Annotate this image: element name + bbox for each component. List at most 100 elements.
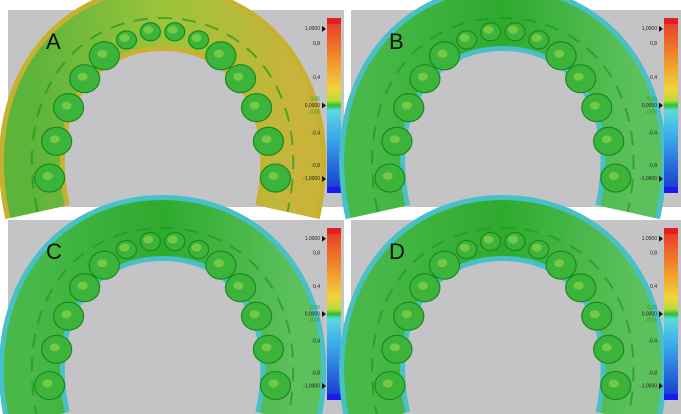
tooth-highlight <box>383 172 393 180</box>
colorbar-bottom <box>664 187 678 193</box>
scale-label: -1,0000 <box>640 383 657 389</box>
scale-label: 1,0000 <box>642 26 658 32</box>
scale-label: 0,05 <box>647 96 657 102</box>
scale-label: 0,8 <box>650 41 657 47</box>
tooth-highlight <box>609 172 619 180</box>
scale-label: -1,0000 <box>303 383 320 389</box>
tooth-highlight <box>261 343 271 351</box>
figure: A1,00000,80,40,050,0000-0,05-0,4-0,8-1,0… <box>0 0 681 414</box>
tooth-highlight <box>97 50 107 58</box>
tooth-highlight <box>78 73 88 81</box>
tooth-highlight <box>402 102 412 110</box>
scale-label: -0,05 <box>646 318 658 324</box>
colorbar <box>664 24 678 187</box>
tooth-highlight <box>233 73 243 81</box>
tooth-highlight <box>168 236 178 244</box>
panel-label: D <box>389 239 405 264</box>
tooth-highlight <box>97 259 107 267</box>
tooth-highlight <box>532 244 542 252</box>
panel-label: C <box>46 239 62 264</box>
colorbar-top <box>664 18 678 24</box>
tooth-highlight <box>508 26 518 34</box>
tooth-highlight <box>233 282 243 290</box>
tooth-highlight <box>214 50 224 58</box>
tooth-highlight <box>119 34 129 42</box>
scale-label: -0,4 <box>648 339 657 345</box>
tooth-highlight <box>62 310 72 318</box>
scale-label: -0,8 <box>311 163 320 169</box>
scale-label: 0,0000 <box>305 103 321 109</box>
scale-label: 0,05 <box>310 96 320 102</box>
scale-label: 0,05 <box>647 305 657 311</box>
tooth-highlight <box>402 310 412 318</box>
tooth-highlight <box>383 380 393 388</box>
scale-label: -0,05 <box>309 318 321 324</box>
tooth-highlight <box>484 236 494 244</box>
colorbar <box>327 24 341 187</box>
scale-label: -0,8 <box>648 163 657 169</box>
tooth-highlight <box>50 135 60 143</box>
page: A1,00000,80,40,050,0000-0,05-0,4-0,8-1,0… <box>0 0 681 414</box>
tooth-highlight <box>43 380 53 388</box>
tooth-highlight <box>168 26 178 34</box>
tooth-highlight <box>250 102 260 110</box>
tooth-highlight <box>269 172 279 180</box>
panel: D 1,0000 0,8 0,4 0,050,0000-0,05 -0,4 -0,8 -1,0… <box>351 220 681 414</box>
scale-label: -1,0000 <box>640 176 657 182</box>
tooth-highlight <box>437 50 447 58</box>
scale-label: 0,05 <box>310 305 320 311</box>
scale-label: 0,0000 <box>642 103 658 109</box>
scale-label: -0,4 <box>311 131 320 137</box>
tooth-highlight <box>460 244 470 252</box>
tooth-highlight <box>50 343 60 351</box>
tooth-highlight <box>609 380 619 388</box>
scale-label: -0,05 <box>309 109 321 115</box>
panel-label: A <box>46 29 61 54</box>
scale-label: -0,4 <box>648 131 657 137</box>
scale-label: 0,8 <box>650 251 657 257</box>
tooth-highlight <box>437 259 447 267</box>
tooth-highlight <box>214 259 224 267</box>
colorbar-top <box>327 228 341 234</box>
tooth-highlight <box>418 282 428 290</box>
scale-label: 1,0000 <box>642 236 658 242</box>
tooth-highlight <box>484 26 494 34</box>
colorbar-top <box>327 18 341 24</box>
panel-label: B <box>389 29 404 54</box>
tooth-highlight <box>250 310 260 318</box>
colorbar <box>664 234 678 394</box>
tooth-highlight <box>574 73 584 81</box>
scale-label: -1,0000 <box>303 176 320 182</box>
colorbar-top <box>664 228 678 234</box>
scale-label: 0,4 <box>650 75 657 81</box>
tooth-highlight <box>554 50 564 58</box>
tooth-highlight <box>460 34 470 42</box>
colorbar <box>327 234 341 394</box>
tooth-highlight <box>418 73 428 81</box>
tooth-highlight <box>602 135 612 143</box>
tooth-highlight <box>192 34 202 42</box>
scale-label: 0,4 <box>650 284 657 290</box>
tooth-highlight <box>143 26 153 34</box>
colorbar-bottom <box>664 394 678 400</box>
tooth-highlight <box>390 343 400 351</box>
scale-label: 0,0000 <box>642 311 658 317</box>
tooth-highlight <box>62 102 72 110</box>
tooth-highlight <box>508 236 518 244</box>
tooth-highlight <box>532 34 542 42</box>
tooth-highlight <box>590 310 600 318</box>
scale-label: -0,8 <box>648 371 657 377</box>
scale-label: 1,0000 <box>305 236 321 242</box>
scale-label: 0,8 <box>313 251 320 257</box>
tooth-highlight <box>192 244 202 252</box>
tooth-highlight <box>269 380 279 388</box>
colorbar-bottom <box>327 187 341 193</box>
tooth-highlight <box>261 135 271 143</box>
scale-label: -0,4 <box>311 339 320 345</box>
tooth-highlight <box>143 236 153 244</box>
scale-label: 0,8 <box>313 41 320 47</box>
scale-label: 0,0000 <box>305 311 321 317</box>
